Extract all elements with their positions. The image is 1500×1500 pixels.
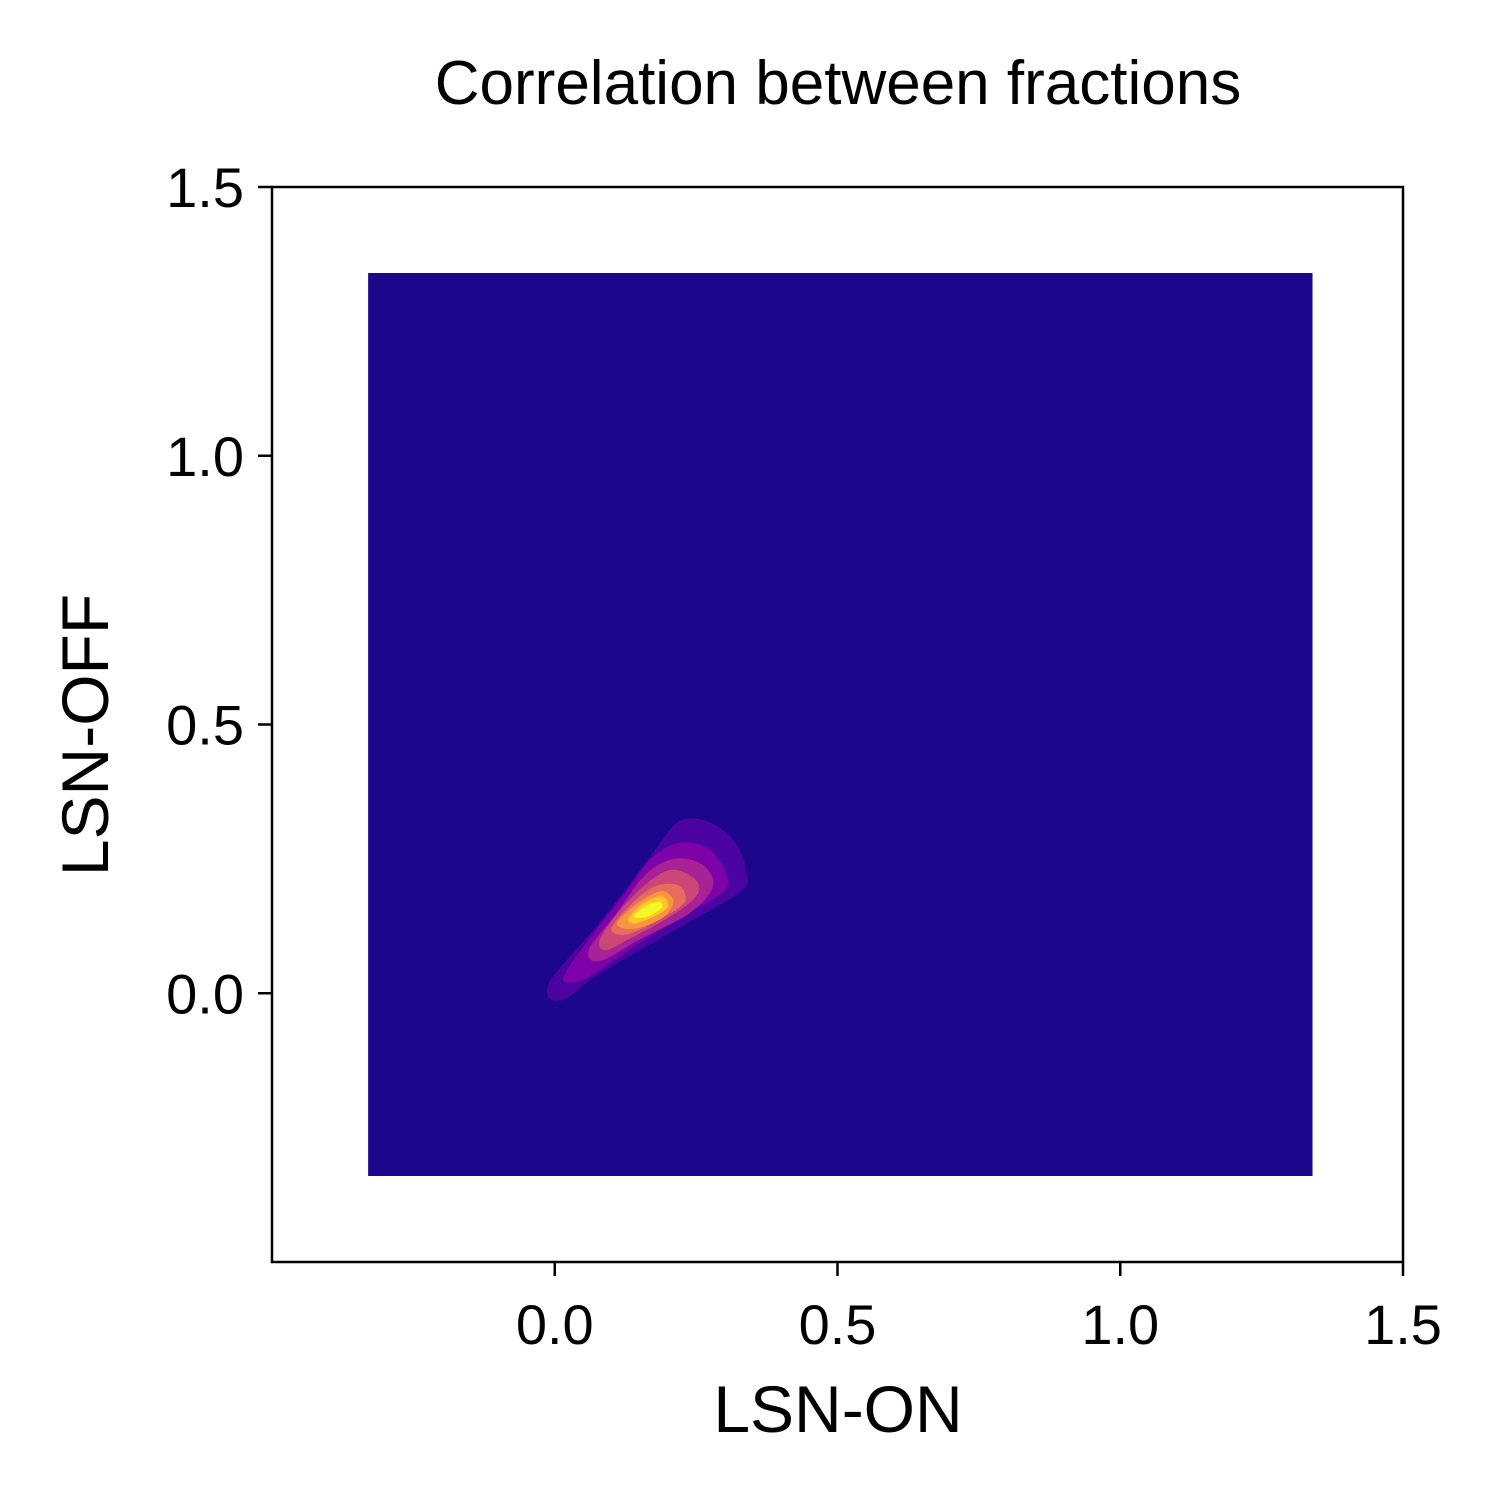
y-tick-label: 0.0 <box>166 962 244 1025</box>
y-tick-label: 1.5 <box>166 156 244 219</box>
y-tick-label: 0.5 <box>166 694 244 757</box>
y-tick-label: 1.0 <box>166 425 244 488</box>
x-tick-label: 1.0 <box>1081 1293 1159 1356</box>
x-axis-label: LSN-ON <box>713 1372 962 1446</box>
y-axis-label: LSN-OFF <box>48 594 122 876</box>
contour-layers <box>547 818 748 1001</box>
contour-level-8 <box>633 901 663 918</box>
density-background <box>368 273 1313 1176</box>
x-axis-ticks: 0.0 0.5 1.0 1.5 <box>516 1262 1442 1356</box>
x-tick-label: 0.5 <box>799 1293 877 1356</box>
plot-area <box>270 185 1405 1264</box>
x-tick-label: 1.5 <box>1364 1293 1442 1356</box>
chart-title: Correlation between fractions <box>435 49 1241 118</box>
y-axis-ticks: 0.0 0.5 1.0 1.5 <box>166 156 272 1025</box>
x-tick-label: 0.0 <box>516 1293 594 1356</box>
